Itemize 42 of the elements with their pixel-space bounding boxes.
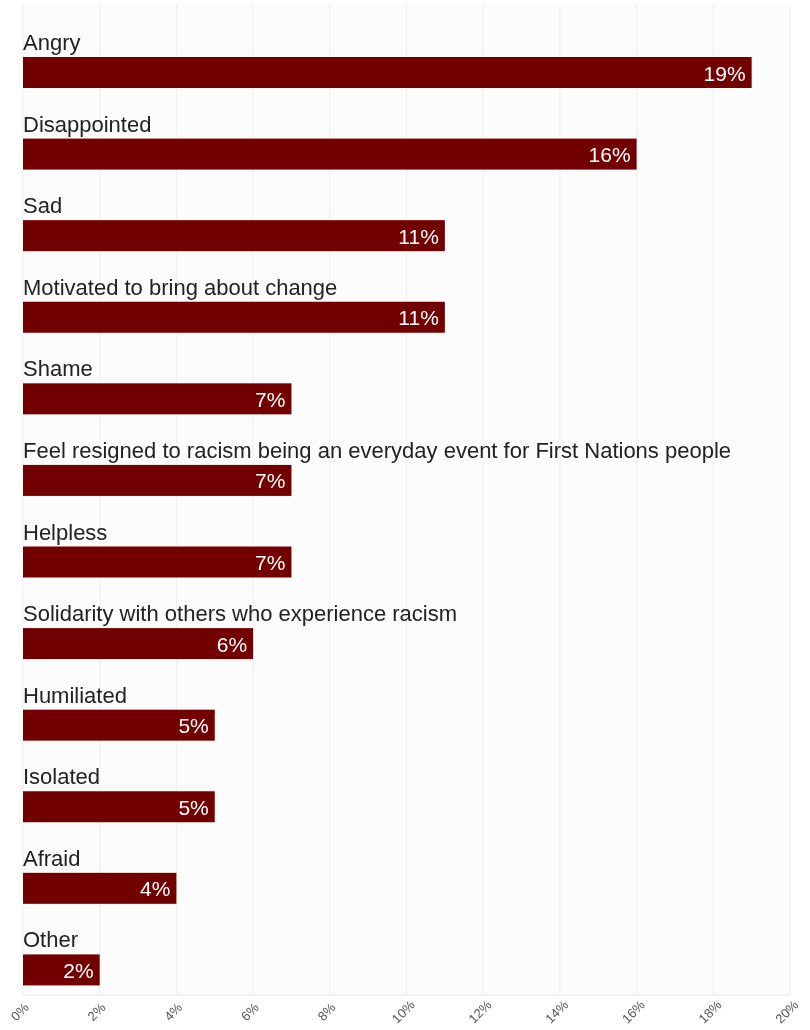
y-tick-label: Helpless	[23, 519, 108, 545]
data-label: 5%	[178, 714, 209, 738]
y-tick-label: Humiliated	[23, 682, 127, 708]
data-label: 6%	[216, 632, 248, 656]
bar	[23, 709, 215, 741]
x-tick-label: 6%	[237, 999, 263, 1024]
y-tick-label: Disappointed	[23, 111, 152, 137]
bar	[23, 301, 445, 333]
data-label: 5%	[178, 795, 209, 819]
bar	[23, 464, 292, 496]
y-tick-label: Motivated to bring about change	[23, 274, 338, 300]
y-tick-label: Solidarity with others who experience racism	[23, 601, 458, 627]
y-tick-label: Isolated	[23, 764, 101, 790]
data-label: 7%	[255, 469, 286, 493]
data-label: 7%	[255, 387, 286, 411]
x-tick-label: 2%	[84, 999, 109, 1024]
y-tick-label: Angry	[23, 30, 81, 55]
y-tick-label: Sad	[23, 193, 63, 219]
x-tick-label: 8%	[314, 999, 339, 1024]
x-tick-label: 4%	[161, 999, 186, 1024]
y-tick-label: Feel resigned to racism being an everyday event for First Nations people	[23, 437, 732, 463]
y-tick-label: Other	[23, 927, 79, 953]
bar	[23, 383, 292, 415]
x-tick-label: 10%	[388, 997, 419, 1027]
data-label: 16%	[588, 143, 631, 167]
bar	[23, 791, 215, 823]
bar	[23, 954, 100, 986]
data-label: 2%	[63, 958, 94, 982]
data-label: 11%	[398, 224, 439, 248]
bar	[23, 628, 254, 660]
bar	[23, 138, 637, 170]
data-label: 19%	[703, 61, 746, 85]
x-tick-label: 0%	[7, 999, 33, 1024]
data-label: 7%	[255, 551, 286, 574]
data-label: 11%	[398, 306, 439, 330]
bar	[23, 220, 445, 252]
bar	[23, 872, 177, 904]
data-label: 4%	[140, 877, 171, 901]
bar	[23, 546, 292, 578]
y-tick-label: Shame	[23, 356, 93, 382]
y-tick-label: Afraid	[23, 845, 81, 871]
bar	[23, 57, 752, 88]
